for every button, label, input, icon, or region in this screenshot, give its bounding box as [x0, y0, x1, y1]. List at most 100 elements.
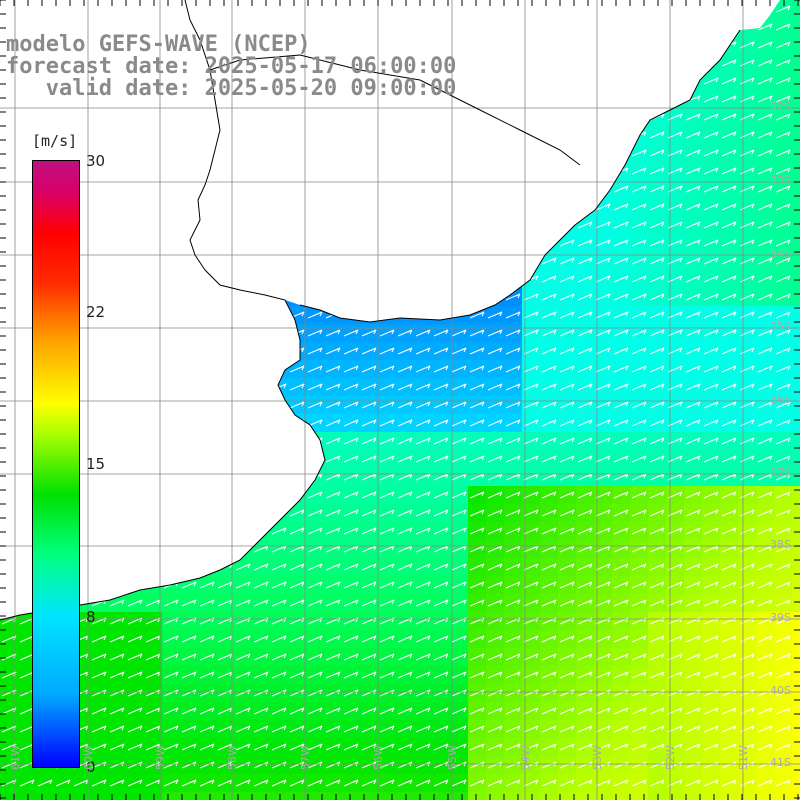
- wind-arrow: [577, 437, 593, 445]
- wind-arrow: [775, 527, 791, 535]
- wind-arrow: [451, 419, 467, 427]
- wind-arrow: [433, 455, 449, 463]
- wind-arrow: [523, 527, 539, 535]
- field-cell: [792, 90, 800, 108]
- field-cell: [666, 792, 684, 800]
- wind-arrow: [343, 581, 359, 589]
- wind-arrow: [415, 437, 431, 445]
- wind-arrow: [343, 419, 359, 427]
- wind-arrow: [613, 293, 629, 301]
- wind-arrow: [433, 401, 449, 409]
- field-cell: [468, 792, 486, 800]
- wind-arrow: [703, 275, 719, 283]
- wind-arrow: [613, 365, 629, 373]
- wind-arrow: [559, 419, 575, 427]
- wind-arrow: [577, 509, 593, 517]
- wind-arrow: [739, 149, 755, 157]
- wind-arrow: [433, 563, 449, 571]
- field-cell: [234, 792, 252, 800]
- wind-arrow: [595, 509, 611, 517]
- wind-arrow: [271, 599, 287, 607]
- wind-arrow: [559, 455, 575, 463]
- field-cell: [792, 306, 800, 324]
- wind-arrow: [631, 347, 647, 355]
- wind-arrow: [703, 383, 719, 391]
- wind-arrow: [469, 347, 485, 355]
- wind-arrow: [343, 365, 359, 373]
- wind-arrow: [325, 401, 341, 409]
- wind-arrow: [487, 491, 503, 499]
- wind-arrow: [739, 563, 755, 571]
- wind-arrow: [739, 95, 755, 103]
- wind-arrow: [721, 563, 737, 571]
- wind-arrow: [415, 329, 431, 337]
- wind-arrow: [775, 347, 791, 355]
- wind-arrow: [631, 293, 647, 301]
- wind-arrow: [271, 563, 287, 571]
- wind-arrow: [541, 311, 557, 319]
- wind-arrow: [505, 437, 521, 445]
- field-cell: [792, 774, 800, 792]
- field-cell: [792, 630, 800, 648]
- wind-arrow: [379, 455, 395, 463]
- wind-arrow: [703, 77, 719, 85]
- wind-arrow: [739, 185, 755, 193]
- field-cell: [792, 0, 800, 18]
- wind-arrow: [685, 455, 701, 463]
- wind-arrow: [757, 221, 773, 229]
- wind-arrow: [433, 599, 449, 607]
- wind-arrow: [631, 329, 647, 337]
- wind-arrow: [721, 383, 737, 391]
- wind-arrow: [685, 527, 701, 535]
- wind-arrow: [595, 383, 611, 391]
- colorbar: [m/s] 30 22 15 8 0: [28, 130, 105, 780]
- wind-arrow: [595, 581, 611, 589]
- wind-arrow: [775, 77, 791, 85]
- wind-arrow: [433, 509, 449, 517]
- wind-arrow: [559, 347, 575, 355]
- wind-arrow: [721, 491, 737, 499]
- wind-arrow: [757, 401, 773, 409]
- field-cell: [792, 270, 800, 288]
- wind-arrow: [757, 41, 773, 49]
- wind-arrow: [289, 563, 305, 571]
- field-cell: [792, 738, 800, 756]
- wind-arrow: [505, 401, 521, 409]
- wind-arrow: [703, 167, 719, 175]
- wind-arrow: [721, 365, 737, 373]
- wind-arrow: [613, 419, 629, 427]
- wind-arrow: [775, 113, 791, 121]
- wind-arrow: [595, 275, 611, 283]
- wind-arrow: [775, 185, 791, 193]
- wind-arrow: [631, 509, 647, 517]
- wind-arrow: [613, 311, 629, 319]
- wind-arrow: [721, 293, 737, 301]
- wind-arrow: [307, 383, 323, 391]
- wind-arrow: [415, 581, 431, 589]
- field-cell: [108, 792, 126, 800]
- wind-arrow: [757, 257, 773, 265]
- wind-arrow: [559, 275, 575, 283]
- wind-arrow: [757, 365, 773, 373]
- wind-arrow: [703, 455, 719, 463]
- field-cell: [792, 288, 800, 306]
- wind-arrow: [343, 383, 359, 391]
- wind-arrow: [685, 113, 701, 121]
- latitude-label: 34S: [770, 247, 791, 260]
- wind-arrow: [631, 203, 647, 211]
- longitude-label: 59W: [154, 745, 167, 770]
- wind-arrow: [487, 455, 503, 463]
- wind-arrow: [685, 185, 701, 193]
- wind-arrow: [649, 509, 665, 517]
- field-cell: [792, 540, 800, 558]
- field-cell: [396, 792, 414, 800]
- wind-arrow: [505, 563, 521, 571]
- wind-arrow: [775, 599, 791, 607]
- wind-arrow: [451, 563, 467, 571]
- wind-arrow: [559, 401, 575, 409]
- wind-arrow: [577, 401, 593, 409]
- wind-arrow: [613, 437, 629, 445]
- wind-arrow: [541, 437, 557, 445]
- wind-arrow: [505, 329, 521, 337]
- wind-arrow: [343, 527, 359, 535]
